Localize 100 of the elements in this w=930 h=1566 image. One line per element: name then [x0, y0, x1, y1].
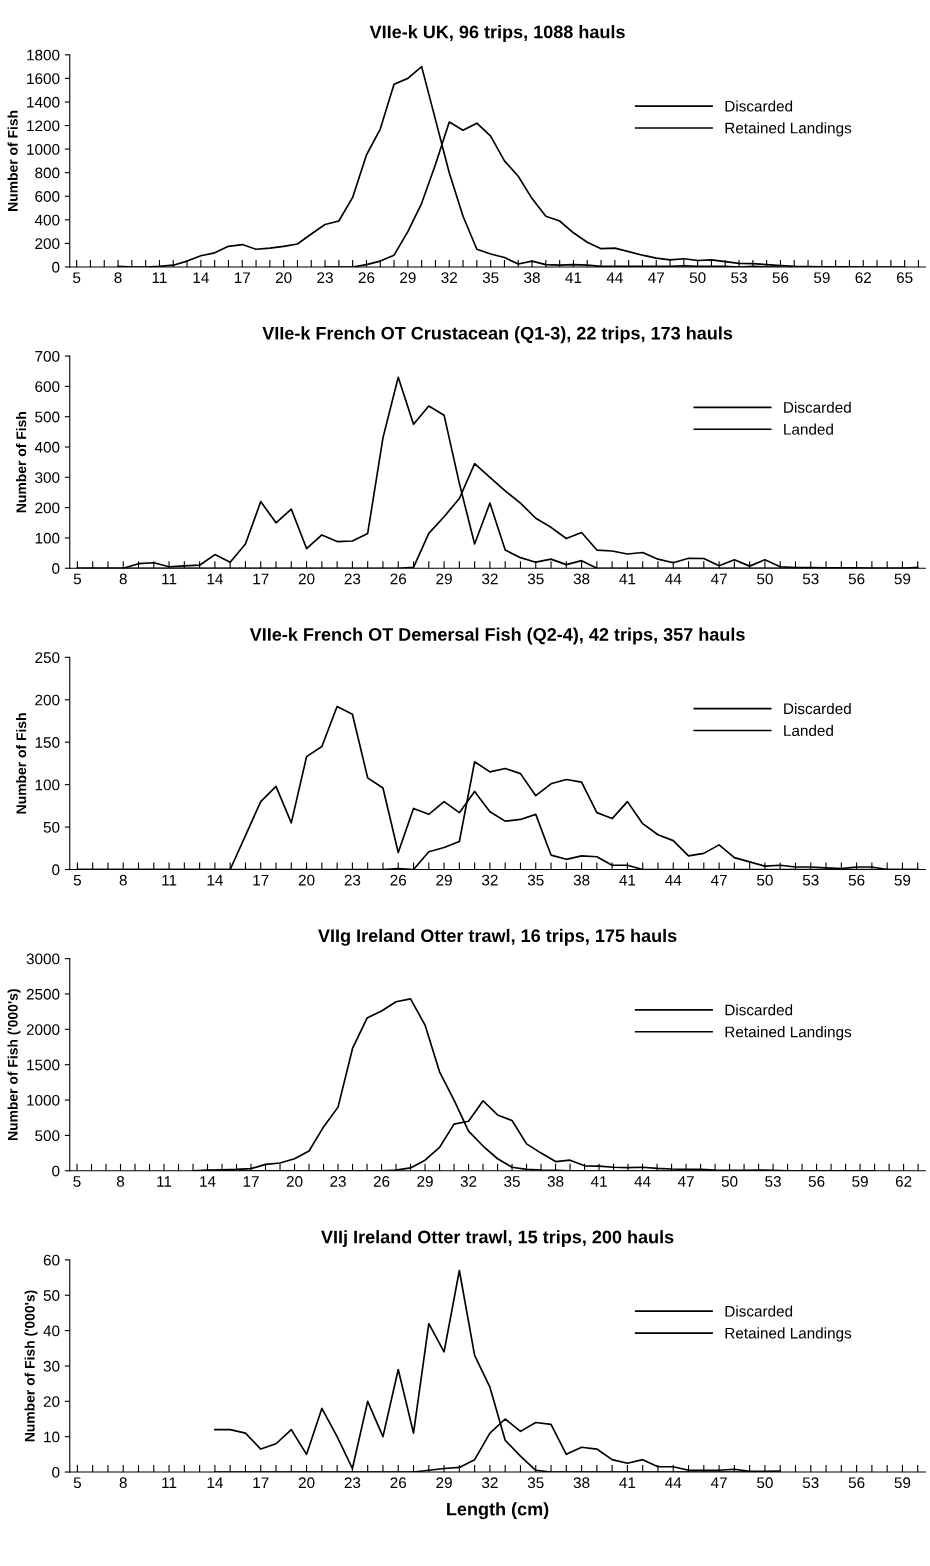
x-tick-label: 38 — [573, 1477, 590, 1489]
y-axis-title: Number of Fish — [16, 713, 27, 814]
legend-label: Discarded — [725, 100, 793, 112]
x-tick-label: 14 — [193, 272, 209, 283]
x-tick-label: 20 — [298, 874, 315, 886]
x-tick-label: 65 — [896, 272, 913, 284]
x-tick-label: 20 — [286, 1176, 303, 1187]
x-tick-label: 53 — [765, 1176, 781, 1187]
x-tick-label: 47 — [710, 1477, 727, 1488]
x-tick-label: 62 — [895, 1176, 912, 1187]
x-tick-label: 35 — [527, 874, 544, 886]
x-axis-title: Length (cm) — [447, 1502, 549, 1520]
x-tick-label: 26 — [390, 1477, 407, 1489]
x-tick-label: 8 — [116, 1176, 125, 1187]
x-tick-label: 23 — [344, 573, 361, 585]
y-tick-label: 0 — [52, 1165, 60, 1177]
x-tick-label: 17 — [253, 1477, 269, 1488]
x-tick-label: 17 — [253, 874, 269, 886]
x-tick-label: 47 — [710, 874, 727, 886]
x-tick-label: 35 — [527, 1477, 544, 1489]
x-tick-label: 56 — [848, 1477, 865, 1489]
legend-label: Landed — [784, 423, 833, 435]
y-tick-label: 0 — [52, 1466, 60, 1478]
x-tick-label: 41 — [619, 573, 636, 585]
y-tick-label: 10 — [44, 1431, 60, 1443]
x-tick-label: 5 — [73, 573, 81, 585]
y-tick-label: 100 — [35, 779, 60, 791]
x-tick-label: 8 — [114, 272, 122, 284]
x-tick-label: 14 — [200, 1176, 216, 1187]
x-tick-label: 44 — [665, 573, 682, 585]
x-tick-label: 50 — [689, 272, 706, 284]
x-tick-label: 29 — [400, 272, 416, 284]
x-tick-label: 41 — [565, 272, 582, 283]
x-tick-label: 5 — [73, 272, 81, 284]
legend-label: Discarded — [725, 1305, 793, 1317]
x-tick-label: 38 — [573, 874, 590, 886]
x-tick-label: 44 — [606, 272, 623, 283]
y-tick-label: 200 — [35, 502, 60, 514]
x-tick-label: 59 — [894, 874, 911, 886]
x-tick-label: 53 — [802, 1477, 819, 1489]
x-tick-label: 32 — [482, 573, 498, 585]
x-tick-label: 59 — [894, 573, 911, 585]
x-tick-label: 47 — [648, 272, 664, 283]
x-tick-label: 56 — [848, 874, 865, 886]
y-tick-label: 400 — [34, 214, 60, 226]
x-tick-label: 44 — [634, 1176, 651, 1187]
x-tick-label: 11 — [162, 874, 177, 886]
chart-title: VIIg Ireland Otter trawl, 16 trips, 175 hauls — [318, 928, 677, 946]
x-tick-label: 50 — [757, 874, 773, 886]
x-tick-label: 56 — [808, 1176, 825, 1187]
x-tick-label: 17 — [243, 1176, 259, 1187]
y-tick-label: 40 — [43, 1325, 60, 1337]
y-axis-title: Number of Fish — [7, 110, 18, 211]
y-tick-label: 400 — [34, 441, 60, 453]
x-tick-label: 5 — [73, 874, 81, 886]
x-tick-label: 26 — [358, 272, 375, 284]
x-tick-label: 53 — [802, 573, 819, 585]
x-tick-label: 20 — [298, 1477, 315, 1489]
x-tick-label: 17 — [234, 272, 250, 283]
y-tick-label: 250 — [35, 652, 60, 664]
legend-label: Retained Landings — [725, 122, 852, 137]
x-tick-label: 8 — [119, 874, 127, 886]
y-tick-label: 0 — [52, 864, 60, 876]
x-tick-label: 56 — [772, 272, 789, 284]
y-tick-label: 0 — [52, 563, 60, 574]
x-tick-label: 23 — [317, 272, 333, 284]
x-tick-label: 11 — [157, 1176, 172, 1187]
x-tick-label: 38 — [524, 272, 540, 284]
y-tick-label: 60 — [43, 1254, 60, 1266]
y-tick-label: 20 — [43, 1396, 60, 1408]
y-tick-label: 700 — [35, 350, 60, 362]
y-tick-label: 500 — [35, 411, 60, 423]
y-tick-label: 1200 — [27, 120, 60, 132]
y-axis-title: Number of Fish ('000's) — [7, 989, 21, 1140]
legend-label: Discarded — [784, 702, 851, 715]
y-tick-label: 150 — [35, 737, 60, 748]
y-tick-label: 2000 — [26, 1024, 60, 1036]
x-tick-label: 26 — [373, 1176, 390, 1187]
x-tick-label: 29 — [436, 573, 452, 585]
y-tick-label: 1400 — [27, 96, 60, 108]
x-tick-label: 35 — [527, 573, 544, 585]
x-tick-label: 14 — [207, 573, 223, 585]
x-tick-label: 8 — [119, 573, 127, 585]
y-axis-title: Number of Fish ('000's) — [24, 1290, 38, 1442]
y-tick-label: 500 — [35, 1130, 60, 1142]
x-tick-label: 53 — [731, 272, 747, 284]
x-tick-label: 41 — [619, 874, 636, 886]
x-tick-label: 38 — [547, 1176, 564, 1187]
x-tick-label: 26 — [390, 874, 407, 886]
x-tick-label: 47 — [710, 573, 727, 585]
x-tick-label: 5 — [73, 1176, 81, 1187]
x-tick-label: 29 — [417, 1176, 433, 1187]
x-tick-label: 50 — [757, 1477, 773, 1489]
x-tick-label: 38 — [573, 573, 590, 585]
x-tick-label: 11 — [162, 573, 177, 585]
x-tick-label: 14 — [207, 874, 223, 886]
chart-title: VIIj Ireland Otter trawl, 15 trips, 200 hauls — [321, 1230, 674, 1247]
y-tick-label: 200 — [35, 238, 60, 250]
x-tick-label: 20 — [275, 272, 292, 284]
x-tick-label: 47 — [677, 1176, 694, 1187]
